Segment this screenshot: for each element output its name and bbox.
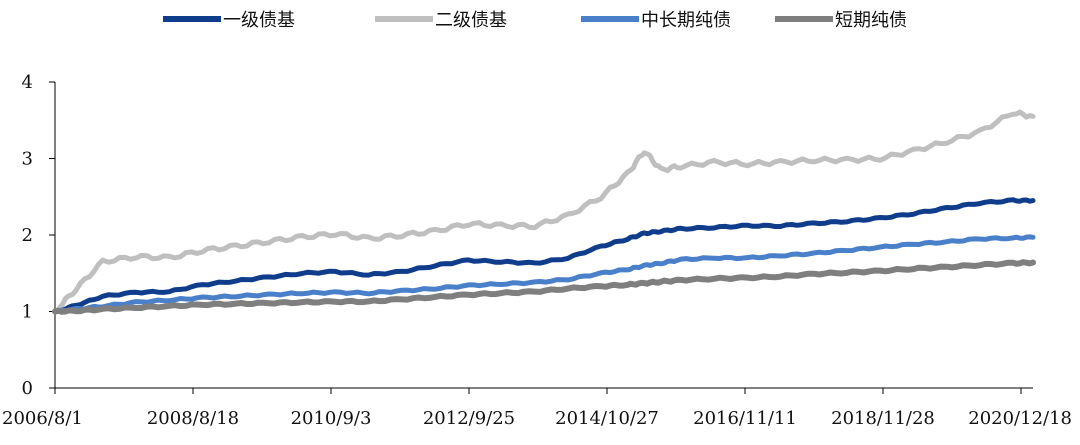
y-tick-label: 0 [22, 378, 33, 399]
x-tick-label: 2018/11/28 [831, 408, 935, 429]
series-line-3 [52, 234, 1036, 314]
x-axis: 2006/8/1 2008/8/18 2010/9/3 2012/9/25 2014/1… [2, 387, 1072, 429]
legend-label-2: 二级债基 [435, 10, 507, 31]
y-tick-label: 1 [22, 302, 33, 323]
legend-label-3: 中长期纯债 [641, 10, 731, 31]
x-tick-label: 2010/9/3 [291, 408, 372, 429]
y-axis: 0 1 2 3 4 [22, 72, 56, 399]
legend: 一级债基 二级债基 中长期纯债 短期纯债 [163, 10, 907, 31]
legend-label-4: 短期纯债 [835, 10, 907, 31]
series-lines [52, 109, 1036, 315]
legend-label-1: 一级债基 [223, 10, 295, 31]
x-tick-label: 2020/12/18 [968, 408, 1072, 429]
series-line-4 [52, 259, 1036, 315]
x-tick-label: 2012/9/25 [423, 408, 515, 429]
y-tick-label: 3 [22, 149, 33, 170]
x-tick-label: 2016/11/11 [693, 408, 797, 429]
x-tick-label: 2008/8/18 [147, 408, 239, 429]
x-tick-label: 2006/8/1 [2, 408, 83, 429]
series-line-1 [52, 197, 1036, 314]
y-tick-label: 2 [22, 225, 33, 246]
x-tick-label: 2014/10/27 [555, 408, 659, 429]
y-tick-label: 4 [22, 72, 33, 93]
series-line-2 [52, 109, 1036, 314]
